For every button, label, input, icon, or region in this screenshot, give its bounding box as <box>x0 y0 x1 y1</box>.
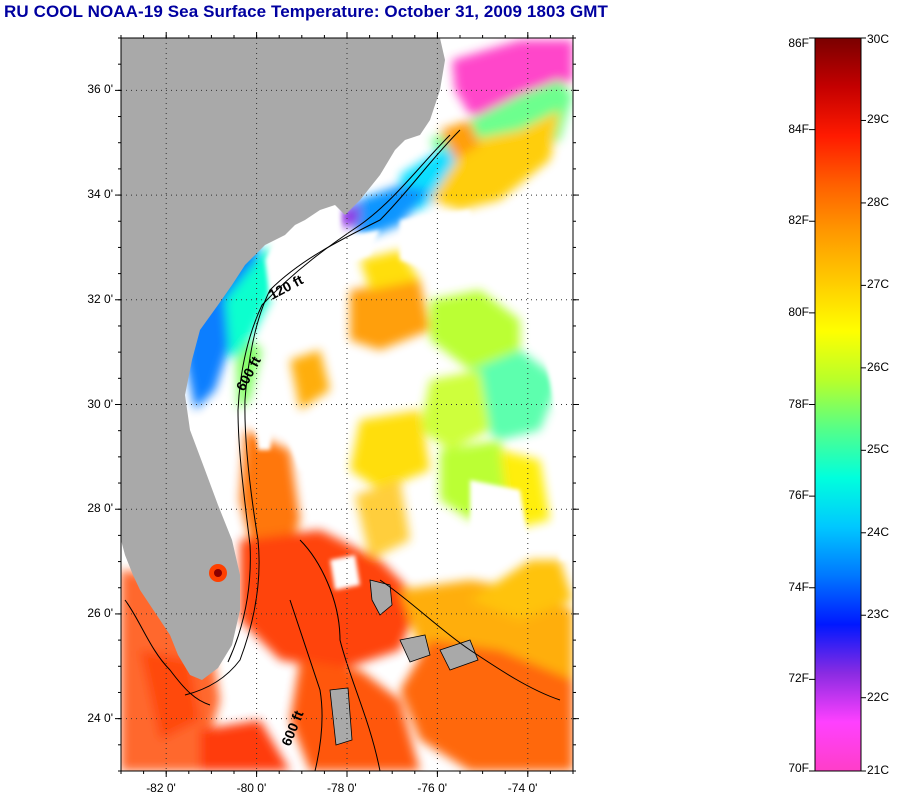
colorbar-ticks <box>809 37 866 772</box>
lat-tick-label: 28 0' <box>87 501 113 516</box>
colorbar <box>814 37 862 772</box>
lat-tick-label: 36 0' <box>87 82 113 97</box>
colorbar-c-label: 27C <box>867 277 890 292</box>
colorbar-c-label: 29C <box>867 112 890 127</box>
axis-ticks <box>115 32 579 777</box>
lat-tick-label: 32 0' <box>87 291 113 306</box>
grid-lines <box>121 38 573 771</box>
lat-tick-label: 26 0' <box>87 605 113 620</box>
colorbar-f-label: 82F <box>788 213 809 228</box>
lat-tick-label: 30 0' <box>87 396 113 411</box>
colorbar-f-label: 76F <box>788 488 809 503</box>
bahamas-islands <box>329 579 479 746</box>
lat-tick-label: 24 0' <box>87 710 113 725</box>
lat-tick-label: 34 0' <box>87 187 113 202</box>
colorbar-c-label: 26C <box>867 359 890 374</box>
land-mass <box>121 38 445 680</box>
sst-field <box>121 40 573 771</box>
colorbar-c-label: 28C <box>867 194 890 209</box>
bathymetry-contours <box>124 129 561 771</box>
colorbar-f-label: 84F <box>788 121 809 136</box>
lon-tick-label: -74 0' <box>507 781 538 795</box>
colorbar-f-label: 72F <box>788 671 809 686</box>
lon-tick-label: -78 0' <box>327 781 357 795</box>
colorbar-c-label: 25C <box>867 442 890 457</box>
colorbar-f-label: 78F <box>788 396 809 411</box>
colorbar-c-label: 24C <box>867 524 890 539</box>
colorbar-f-label: 70F <box>788 761 809 775</box>
colorbar-c-label: 22C <box>867 689 890 704</box>
lon-tick-label: -82 0' <box>146 781 176 795</box>
colorbar-c-label: 21C <box>867 763 890 777</box>
lon-tick-label: -80 0' <box>236 781 267 795</box>
colorbar-f-label: 74F <box>788 579 809 594</box>
colorbar-f-label: 80F <box>788 304 809 319</box>
colorbar-c-label: 30C <box>867 32 890 46</box>
colorbar-c-label: 23C <box>867 607 890 622</box>
colorbar-f-label: 86F <box>788 36 809 50</box>
lon-tick-label: -76 0' <box>417 781 448 795</box>
page-title: RU COOL NOAA-19 Sea Surface Temperature:… <box>4 2 609 21</box>
